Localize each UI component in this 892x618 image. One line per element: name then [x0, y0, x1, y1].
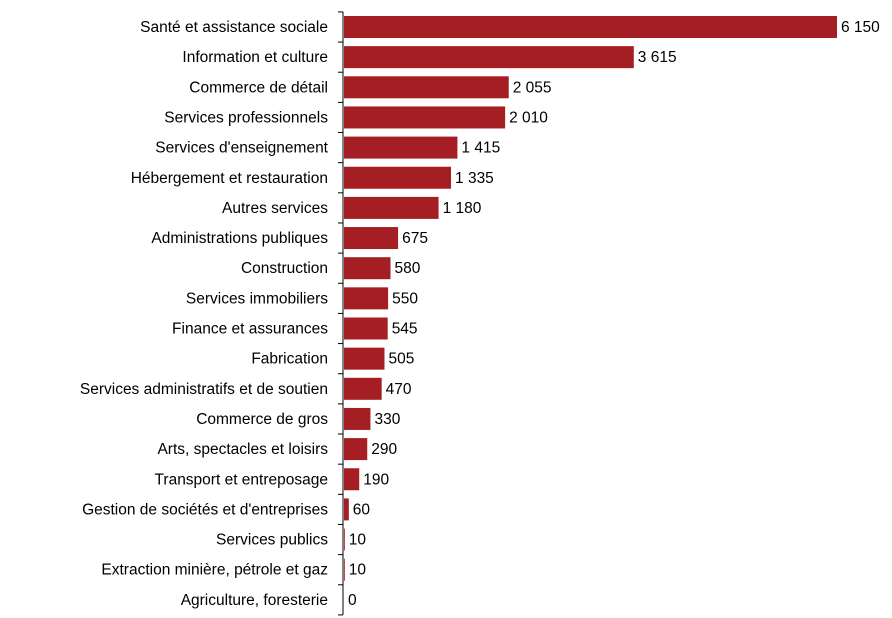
data-label: 1 415 — [461, 140, 500, 157]
category-label: Arts, spectacles et loisirs — [157, 441, 328, 458]
category-label: Agriculture, foresterie — [181, 592, 328, 609]
data-label: 1 180 — [443, 200, 482, 217]
data-label: 2 055 — [513, 79, 552, 96]
bar — [344, 136, 458, 159]
data-label: 2 010 — [509, 109, 548, 126]
data-label: 545 — [392, 321, 418, 338]
bar — [344, 468, 360, 491]
bar — [344, 227, 399, 250]
category-label: Autres services — [222, 200, 328, 217]
category-label: Extraction minière, pétrole et gaz — [101, 562, 328, 579]
bar — [344, 76, 509, 99]
bar — [344, 317, 388, 340]
data-label: 10 — [349, 532, 367, 549]
data-label: 60 — [353, 501, 371, 518]
bar — [344, 106, 506, 129]
data-label: 6 150 — [841, 19, 880, 36]
data-label: 0 — [348, 592, 357, 609]
category-label: Services d'enseignement — [155, 140, 328, 157]
category-label: Services administratifs et de soutien — [80, 381, 328, 398]
bar — [344, 347, 385, 370]
category-label: Construction — [241, 260, 328, 277]
category-label: Fabrication — [251, 351, 328, 368]
bar — [344, 377, 382, 400]
category-label: Services professionnels — [164, 109, 328, 126]
bar — [344, 558, 345, 581]
category-label: Finance et assurances — [172, 321, 328, 338]
bar — [344, 287, 389, 310]
data-label: 330 — [374, 411, 400, 428]
bar — [344, 46, 634, 69]
data-label: 580 — [394, 260, 420, 277]
bar — [344, 407, 371, 430]
category-label: Gestion de sociétés et d'entreprises — [82, 501, 328, 518]
bar — [344, 196, 439, 219]
category-label: Services publics — [216, 532, 328, 549]
data-label: 1 335 — [455, 170, 494, 187]
bar — [344, 166, 452, 189]
data-label: 675 — [402, 230, 428, 247]
bar — [344, 498, 349, 521]
data-label: 190 — [363, 471, 389, 488]
category-label: Information et culture — [182, 49, 328, 66]
category-label: Commerce de gros — [196, 411, 328, 428]
category-label: Services immobiliers — [186, 290, 328, 307]
data-label: 550 — [392, 290, 418, 307]
category-label: Transport et entreposage — [155, 471, 328, 488]
category-label: Commerce de détail — [189, 79, 328, 96]
category-label: Administrations publiques — [151, 230, 328, 247]
bar — [344, 257, 391, 280]
data-label: 10 — [349, 562, 367, 579]
labels-layer: Santé et assistance sociale 6 150 Informat… — [80, 19, 880, 609]
y-axis — [338, 11, 344, 616]
bars-layer — [344, 16, 837, 581]
data-label: 505 — [388, 351, 414, 368]
category-label: Santé et assistance sociale — [140, 19, 328, 36]
data-label: 3 615 — [638, 49, 677, 66]
data-label: 290 — [371, 441, 397, 458]
bar — [344, 438, 368, 461]
bar — [344, 16, 837, 38]
data-label: 470 — [386, 381, 412, 398]
bar — [344, 528, 345, 551]
category-label: Hébergement et restauration — [131, 170, 328, 187]
